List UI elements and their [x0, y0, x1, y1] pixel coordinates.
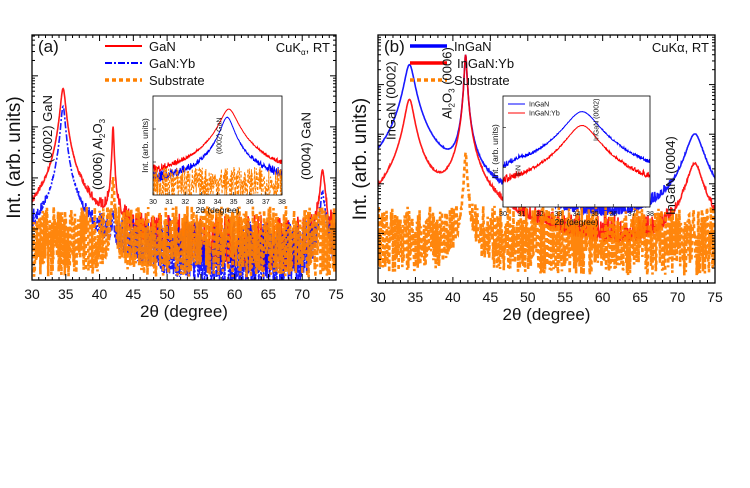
- inset-annotation: (0002) GaN: [217, 117, 224, 154]
- x-tick-label: 60: [595, 289, 611, 305]
- peak-annotation: (0006) Al2O3: [90, 118, 107, 190]
- legend-label: GaN: [149, 39, 176, 54]
- x-tick-label: 50: [520, 289, 536, 305]
- x-tick-label: 40: [92, 286, 108, 302]
- peak-annotation: (0004) GaN: [298, 112, 313, 180]
- inset-x-tick-label: 35: [591, 211, 599, 218]
- inset-x-tick-label: 36: [609, 211, 617, 218]
- inset-y-title: Int. (arb. units): [140, 118, 150, 173]
- condition-label: CuKα, RT: [276, 40, 330, 57]
- panel-label: (b): [384, 37, 405, 56]
- panel-label: (a): [38, 37, 59, 56]
- annotation-part: O: [90, 123, 105, 133]
- inset-x-tick-label: 33: [197, 199, 205, 206]
- inset-legend-label: InGaN: [529, 102, 549, 109]
- inset-x-tick-label: 30: [499, 211, 507, 218]
- peak-annotation: Al2O3 (0006): [440, 47, 457, 119]
- x-tick-label: 50: [159, 286, 175, 302]
- plot-frame: [31, 34, 337, 281]
- inset-x-tick-label: 34: [214, 199, 222, 206]
- x-tick-label: 65: [632, 289, 648, 305]
- annotation-part: 2: [448, 102, 457, 107]
- condition-sub: α: [301, 48, 306, 57]
- inset-x-tick-label: 36: [246, 199, 254, 206]
- x-tick-label: 65: [261, 286, 277, 302]
- x-tick-label: 60: [227, 286, 243, 302]
- inset-series-1: [153, 116, 282, 183]
- panel-a: 30 35 40 45 50 55 60 65 70 75 2θ (degree) Int. (arb…: [4, 34, 344, 321]
- inset-x-tick-label: 35: [230, 199, 238, 206]
- x-tick-label: 75: [328, 286, 344, 302]
- legend-label: InGaN:Yb: [457, 56, 514, 71]
- inset-a: 30 31 32 33 34 35 36 37 38 2θ (degree) Int. (arb. …: [140, 95, 286, 215]
- legend-label: InGaN: [454, 39, 492, 54]
- inset-x-tick-label: 32: [536, 211, 544, 218]
- x-tick-label: 30: [24, 286, 40, 302]
- y-axis-title: Int. (arb. units): [350, 98, 371, 221]
- inset-x-tick-label: 33: [554, 211, 562, 218]
- y-axis-title: Int. (arb. units): [4, 96, 25, 219]
- annotation-part: (0006) Al: [90, 138, 105, 190]
- legend-label: Substrate: [454, 73, 510, 88]
- x-tick-label: 70: [294, 286, 310, 302]
- x-tick-label: 35: [408, 289, 424, 305]
- plot-frame: [377, 34, 716, 284]
- inset-annotation-inn: InN: [515, 165, 522, 176]
- x-tick-label: 75: [707, 289, 723, 305]
- x-tick-label: 55: [193, 286, 209, 302]
- panel-b: 30 35 40 45 50 55 60 65 70 75 2θ (degree) Int. (arb…: [350, 34, 723, 324]
- condition-rest: , RT: [685, 40, 709, 55]
- inset-x-title: 2θ (degree): [555, 217, 599, 227]
- annotation-part: Al: [440, 107, 455, 119]
- inset-x-tick-label: 32: [181, 199, 189, 206]
- annotation-part: 3: [448, 88, 457, 93]
- inset-series-1: [503, 124, 650, 184]
- inset-x-title: 2θ (degree): [196, 205, 240, 215]
- annotation-part: 3: [98, 118, 107, 123]
- x-axis-title: 2θ (degree): [140, 302, 228, 321]
- inset-annotation-ingan: InGaN (0002): [594, 99, 601, 141]
- inset-x-tick-label: 38: [646, 211, 654, 218]
- inset-x-tick-label: 31: [165, 199, 173, 206]
- series-line-gan-yb: [32, 104, 336, 280]
- annotation-part: 2: [98, 133, 107, 138]
- inset-x-tick-label: 30: [149, 199, 157, 206]
- inset-y-title: Int. (arb. units): [490, 124, 500, 179]
- peak-annotation: (0002) GaN: [40, 95, 55, 163]
- condition-label: CuKα, RT: [652, 40, 709, 55]
- condition-main: CuKα: [652, 40, 685, 55]
- x-tick-label: 45: [126, 286, 142, 302]
- x-tick-label: 55: [557, 289, 573, 305]
- series-line-substrate: [32, 176, 336, 278]
- peak-annotation: InGaN (0002): [383, 61, 398, 140]
- series-line-substrate: [378, 152, 715, 277]
- x-tick-label: 45: [483, 289, 499, 305]
- legend-label: Substrate: [149, 73, 205, 88]
- inset-x-tick-label: 31: [517, 211, 525, 218]
- inset-b: 30 31 32 33 34 35 36 37 38 2θ (degree) Int. (arb. …: [490, 95, 654, 227]
- x-axis-title: 2θ (degree): [503, 305, 591, 324]
- condition-main: CuK: [276, 40, 302, 55]
- inset-x-tick-label: 37: [262, 199, 270, 206]
- condition-rest: , RT: [306, 40, 330, 55]
- annotation-part: (0006): [440, 47, 455, 88]
- x-tick-label: 70: [670, 289, 686, 305]
- x-tick-label: 30: [370, 289, 386, 305]
- inset-series-0: [153, 108, 282, 173]
- inset-x-tick-label: 34: [573, 211, 581, 218]
- inset-series-2: [153, 166, 282, 195]
- inset-x-tick-label: 38: [278, 199, 286, 206]
- x-tick-label: 35: [58, 286, 74, 302]
- annotation-part: O: [440, 93, 455, 103]
- inset-legend-label: InGaN:Yb: [529, 111, 560, 118]
- inset-series-0: [503, 111, 650, 169]
- inset-x-tick-label: 37: [628, 211, 636, 218]
- peak-annotation: InGaN (0004): [663, 136, 678, 215]
- legend-label: GaN:Yb: [149, 56, 195, 71]
- x-tick-label: 40: [445, 289, 461, 305]
